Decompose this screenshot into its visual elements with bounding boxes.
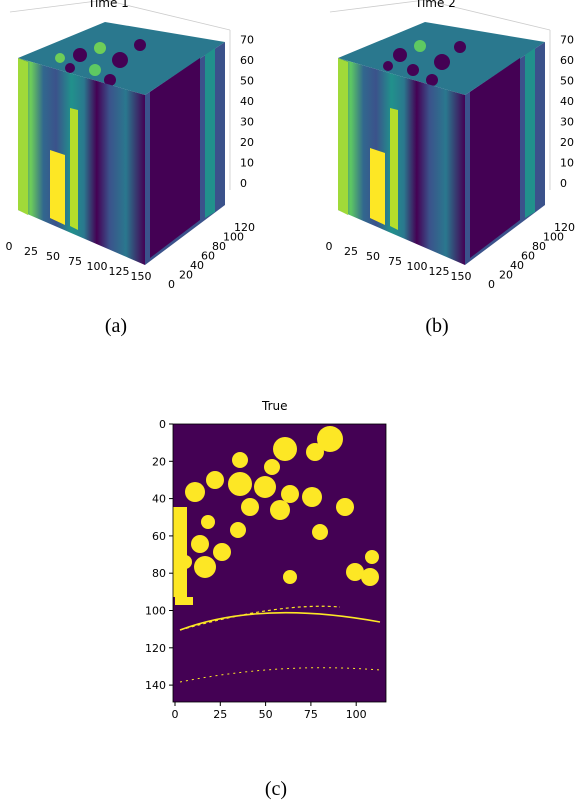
x-tick-label: 75 [388, 255, 402, 268]
x-tick-label: 75 [68, 255, 82, 268]
x-tick-label: 100 [87, 260, 108, 273]
z-tick-label: 50 [560, 75, 574, 88]
x-tick-label: 100 [346, 708, 367, 721]
z-tick-label: 20 [560, 136, 574, 149]
z-tick-label: 0 [240, 177, 247, 190]
z-tick-label: 10 [240, 157, 254, 170]
x-tick-label: 150 [451, 270, 472, 283]
y-tick-label: 100 [543, 231, 564, 244]
x-tick-label: 50 [46, 250, 60, 263]
caption-c: (c) [264, 778, 288, 800]
y-tick-label: 60 [521, 250, 535, 263]
y-tick-label: 80 [532, 240, 546, 253]
z-tick-label: 20 [240, 136, 254, 149]
x-tick-label: 75 [304, 708, 318, 721]
y-tick-label: 60 [201, 250, 215, 263]
z-tick-label: 30 [560, 116, 574, 129]
z-tick-label: 70 [240, 34, 254, 47]
x-tick-label: 50 [366, 250, 380, 263]
x-tick-label: 0 [172, 708, 179, 721]
panel-b-title: Time 2 [415, 0, 456, 10]
panel-c: 0 25 50 75 100 0 20 40 60 80 100 120 140 [140, 412, 400, 722]
x-tick-label: 0 [6, 240, 13, 253]
z-tick-label: 60 [560, 54, 574, 67]
z-tick-label: 10 [560, 157, 574, 170]
x-tick-label: 50 [259, 708, 273, 721]
panel-b: 0 10 20 30 40 50 60 70 0 25 50 75 100 125 150 0 20 40 60… [320, 0, 578, 300]
x-tick-label: 125 [429, 265, 450, 278]
caption-b: (b) [425, 315, 449, 337]
y-tick-label: 140 [145, 679, 166, 692]
z-tick-label: 60 [240, 54, 254, 67]
y-tick-label: 0 [168, 278, 175, 291]
y-tick-label: 0 [488, 278, 495, 291]
y-tick-label: 100 [145, 605, 166, 618]
x-tick-label: 25 [213, 708, 227, 721]
x-tick-label: 25 [344, 245, 358, 258]
z-tick-label: 50 [240, 75, 254, 88]
x-tick-label: 0 [326, 240, 333, 253]
y-tick-label: 40 [152, 493, 166, 506]
y-tick-label: 40 [510, 259, 524, 272]
y-tick-label: 20 [179, 269, 193, 282]
z-tick-label: 70 [560, 34, 574, 47]
z-tick-label: 40 [560, 95, 574, 108]
z-tick-label: 0 [560, 177, 567, 190]
x-tick-label: 25 [24, 245, 38, 258]
y-tick-label: 40 [190, 259, 204, 272]
heatmap-blobs [173, 426, 379, 605]
x-tick-label: 100 [407, 260, 428, 273]
caption-a: (a) [104, 315, 128, 337]
y-tick-label: 120 [145, 642, 166, 655]
panel-a: 0 10 20 30 40 50 60 70 0 25 50 75 100 125 150 0 20 40 60… [0, 0, 290, 300]
panel-c-title: True [262, 399, 288, 413]
y-tick-label: 120 [234, 221, 255, 234]
x-tick-label: 125 [109, 265, 130, 278]
y-tick-label: 20 [152, 455, 166, 468]
z-tick-label: 30 [240, 116, 254, 129]
panel-c-plot: 0 25 50 75 100 0 20 40 60 80 100 120 140 [145, 418, 387, 721]
y-tick-label: 60 [152, 530, 166, 543]
y-tick-label: 20 [499, 269, 513, 282]
y-tick-label: 80 [152, 567, 166, 580]
y-tick-label: 120 [554, 221, 575, 234]
panel-a-title: Time 1 [88, 0, 129, 10]
cube-front-face [18, 58, 145, 265]
y-tick-label: 100 [223, 231, 244, 244]
cube-front-face [338, 58, 465, 265]
y-tick-label: 80 [212, 240, 226, 253]
x-tick-label: 150 [131, 270, 152, 283]
z-tick-label: 40 [240, 95, 254, 108]
y-tick-label: 0 [159, 418, 166, 431]
